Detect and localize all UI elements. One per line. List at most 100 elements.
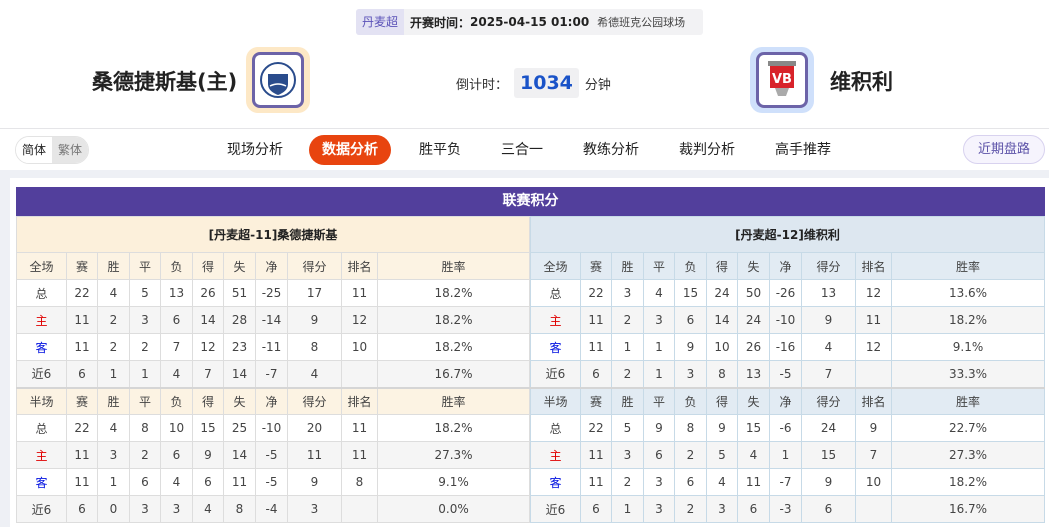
tab-live-analysis[interactable]: 现场分析: [227, 142, 283, 158]
table-row: 近6 6 0 3 3 4 8 -4 3 0.0%: [16, 495, 530, 523]
table-row: 客 11 2 2 7 12 23 -11 8 10 18.2%: [16, 333, 530, 361]
table-cell: 2: [129, 441, 161, 469]
tab-coach-analysis[interactable]: 教练分析: [583, 142, 639, 158]
column-header: 赛: [580, 386, 612, 415]
table-cell: 1: [611, 495, 644, 523]
table-cell: 24: [737, 306, 770, 334]
tab-referee-analysis[interactable]: 裁判分析: [679, 142, 735, 158]
table-cell: 18.2%: [377, 279, 530, 307]
row-label: 客: [16, 468, 67, 496]
away-team-logo[interactable]: VB: [750, 47, 814, 113]
table-cell: -7: [255, 360, 288, 388]
column-header: 平: [129, 386, 161, 415]
table-cell: 7: [855, 441, 892, 469]
table-cell: 11: [580, 333, 612, 361]
table-cell: 7: [801, 360, 856, 388]
table-cell: 2: [97, 306, 130, 334]
table-cell: 8: [674, 414, 707, 442]
column-header: 负: [160, 252, 193, 280]
table-cell: 6: [674, 468, 707, 496]
table-cell: 14: [223, 441, 256, 469]
tab-win-draw-loss[interactable]: 胜平负: [419, 142, 461, 158]
half-time-header-row: 半场赛胜平负得失净得分 排名 胜率: [530, 386, 1045, 415]
table-cell: 9.1%: [891, 333, 1045, 361]
table-cell: 2: [129, 333, 161, 361]
table-cell: 4: [160, 468, 193, 496]
league-badge[interactable]: 丹麦超: [356, 9, 405, 35]
table-cell: 4: [801, 333, 856, 361]
table-row: 总 22 4 8 10 15 25 -10 20 11 18.2%: [16, 414, 530, 442]
table-cell: 2: [674, 441, 707, 469]
away-team-name[interactable]: 维积利: [830, 70, 893, 94]
table-cell: -10: [769, 306, 802, 334]
column-header: 负: [674, 252, 707, 280]
column-header: 得分: [287, 252, 342, 280]
recent-trend-button[interactable]: 近期盘路: [963, 135, 1045, 164]
table-cell: 6: [160, 441, 193, 469]
column-header: 得: [192, 252, 224, 280]
column-header: 胜: [97, 252, 130, 280]
table-cell: 6: [160, 306, 193, 334]
table-cell: -25: [255, 279, 288, 307]
table-cell: 4: [287, 360, 342, 388]
table-cell: -14: [255, 306, 288, 334]
countdown-label: 倒计时：: [456, 77, 509, 93]
home-team-logo[interactable]: [246, 47, 310, 113]
simplified-chinese-option[interactable]: 简体: [16, 137, 53, 163]
table-cell: 11: [287, 441, 342, 469]
table-cell: 51: [223, 279, 256, 307]
table-cell: 6: [580, 360, 612, 388]
table-cell: -5: [769, 360, 802, 388]
row-label: 近6: [16, 360, 67, 388]
table-cell: 9: [287, 306, 342, 334]
column-header: 平: [643, 386, 675, 415]
table-cell: 9: [287, 468, 342, 496]
table-cell: 6: [674, 306, 707, 334]
countdown-unit: 分钟: [584, 77, 611, 93]
table-cell: 9: [801, 306, 856, 334]
table-cell: 4: [192, 495, 224, 523]
tab-expert-picks[interactable]: 高手推荐: [775, 142, 831, 158]
table-cell: 11: [580, 441, 612, 469]
home-team-name[interactable]: 桑德捷斯基(主): [92, 70, 238, 94]
kickoff-time: 2025-04-15 01:00: [470, 15, 590, 29]
table-cell: 22: [66, 279, 98, 307]
column-header: 胜: [611, 252, 644, 280]
table-cell: [341, 495, 378, 523]
tab-data-analysis[interactable]: 数据分析: [309, 135, 391, 165]
table-cell: -5: [255, 441, 288, 469]
half-time-header-row: 半场赛胜平负得失净得分 排名 胜率: [16, 386, 530, 415]
table-cell: 6: [580, 495, 612, 523]
table-cell: 13: [737, 360, 770, 388]
row-label: 主: [530, 306, 581, 334]
venue: 希德班克公园球场: [597, 16, 686, 29]
table-row: 近6 6 2 1 3 8 13 -5 7 33.3%: [530, 360, 1045, 388]
table-cell: 24: [801, 414, 856, 442]
table-row: 总 22 4 5 13 26 51 -25 17 11 18.2%: [16, 279, 530, 307]
match-info-bar: 丹麦超 开赛时间： 2025-04-15 01:00 希德班克公园球场: [356, 9, 703, 35]
table-cell: 15: [192, 414, 224, 442]
table-cell: 3: [129, 306, 161, 334]
row-label: 总: [530, 279, 581, 307]
table-cell: 13: [801, 279, 856, 307]
column-header: 全场: [16, 252, 67, 280]
tab-three-in-one[interactable]: 三合一: [501, 142, 543, 158]
table-cell: 4: [643, 279, 675, 307]
column-header: 胜: [611, 386, 644, 415]
column-header: 半场: [530, 386, 581, 415]
column-header: 排名: [341, 252, 378, 280]
table-cell: 3: [97, 441, 130, 469]
table-cell: 3: [674, 360, 707, 388]
table-cell: 6: [66, 360, 98, 388]
table-cell: 16.7%: [891, 495, 1045, 523]
table-cell: 9: [192, 441, 224, 469]
team-table-title[interactable]: [丹麦超-12]维积利: [530, 216, 1045, 253]
table-cell: -5: [255, 468, 288, 496]
traditional-chinese-option[interactable]: 繁体: [52, 137, 89, 163]
table-cell: 22.7%: [891, 414, 1045, 442]
table-cell: 22: [580, 414, 612, 442]
table-row: 客 11 2 3 6 4 11 -7 9 10 18.2%: [530, 468, 1045, 496]
nav-bar: 简体 繁体 现场分析 数据分析 胜平负 三合一 教练分析 裁判分析 高手推荐 近…: [0, 128, 1049, 170]
table-row: 主 11 2 3 6 14 28 -14 9 12 18.2%: [16, 306, 530, 334]
team-table-title[interactable]: [丹麦超-11]桑德捷斯基: [16, 216, 530, 253]
